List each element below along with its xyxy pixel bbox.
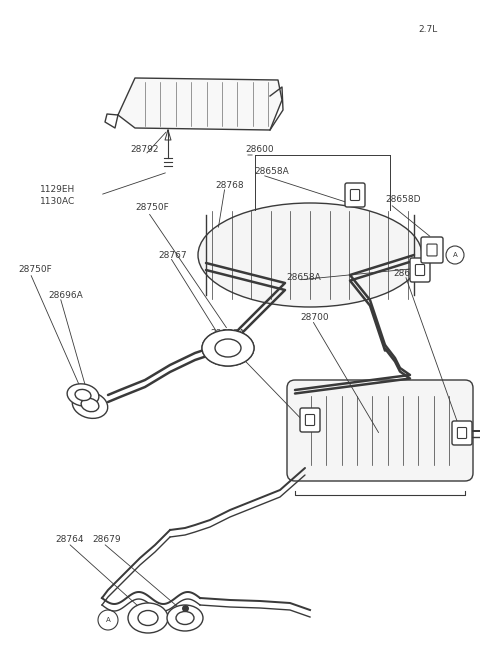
Ellipse shape [138,610,158,626]
FancyBboxPatch shape [410,258,430,282]
Text: 1129EH: 1129EH [40,185,75,195]
Text: A: A [106,617,110,623]
FancyBboxPatch shape [350,189,360,200]
Ellipse shape [198,203,422,307]
Ellipse shape [72,392,108,419]
Ellipse shape [215,339,241,357]
Ellipse shape [81,398,99,412]
Ellipse shape [67,384,99,406]
Text: 28750F: 28750F [18,265,52,274]
FancyBboxPatch shape [345,183,365,207]
Text: 28767: 28767 [158,250,187,259]
Polygon shape [118,78,282,130]
Ellipse shape [128,603,168,633]
FancyBboxPatch shape [457,428,467,438]
Text: 28792: 28792 [130,145,158,155]
Text: 28600: 28600 [245,145,274,155]
Text: 28700: 28700 [300,314,329,322]
FancyBboxPatch shape [287,380,473,481]
Text: 28658D: 28658D [385,195,420,204]
Text: 28658A: 28658A [254,168,289,176]
Ellipse shape [75,390,91,401]
Ellipse shape [202,330,254,366]
Ellipse shape [167,605,203,631]
Text: 28750F: 28750F [135,204,169,212]
Text: 28658A: 28658A [286,272,321,282]
Text: 2.7L: 2.7L [418,26,437,35]
FancyBboxPatch shape [427,244,437,256]
Text: 28658A: 28658A [393,269,428,278]
FancyBboxPatch shape [421,237,443,263]
FancyBboxPatch shape [415,265,425,276]
Text: A: A [453,252,457,258]
Text: 1130AC: 1130AC [40,198,75,206]
Ellipse shape [202,330,254,366]
FancyBboxPatch shape [300,408,320,432]
FancyBboxPatch shape [452,421,472,445]
Ellipse shape [176,612,194,624]
Text: 28768: 28768 [215,181,244,189]
Text: 28679: 28679 [92,536,120,544]
Text: 28764: 28764 [55,536,84,544]
Text: 28696A: 28696A [48,291,83,299]
Text: 28658A: 28658A [210,329,245,339]
FancyBboxPatch shape [305,415,314,426]
